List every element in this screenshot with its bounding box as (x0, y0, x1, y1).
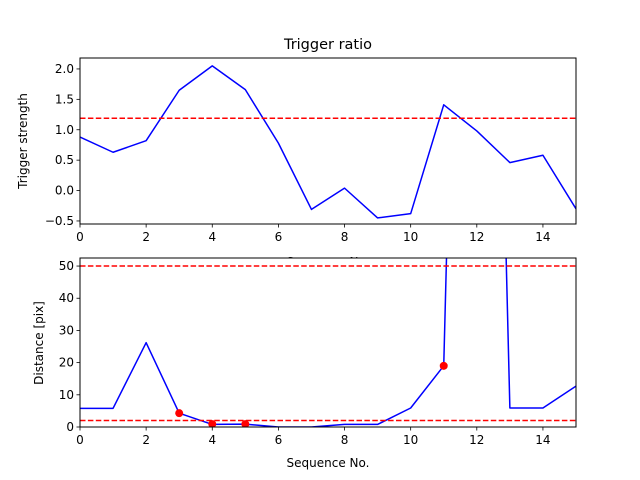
x-tick-label: 8 (341, 433, 349, 447)
y-tick-label: 10 (59, 388, 74, 402)
trigger-ratio-chart: Trigger ratio 0 2 4 6 8 10 12 14 −0.5 0.0 0.5 1.0 1.… (16, 37, 577, 269)
data-point-marker (175, 409, 184, 418)
x-tick-label: 14 (535, 230, 550, 244)
x-tick-label: 10 (403, 230, 418, 244)
x-tick-label: 8 (341, 230, 349, 244)
data-point-marker (439, 361, 448, 370)
x-tick-label: 6 (275, 433, 283, 447)
x-tick-label: 10 (403, 433, 418, 447)
x-tick-label: 6 (275, 230, 283, 244)
x-tick-label: 0 (76, 433, 84, 447)
x-tick-label: 2 (142, 230, 150, 244)
x-tick-label: 4 (208, 230, 216, 244)
chart-title: Trigger ratio (283, 37, 372, 53)
y-tick-label: −0.5 (45, 214, 74, 228)
x-tick-label: 0 (76, 230, 84, 244)
y-tick-label: 1.0 (55, 123, 74, 137)
y-tick-label: 1.5 (55, 92, 74, 106)
y-tick-label: 0.0 (55, 184, 74, 198)
series-line-0 (80, 258, 576, 427)
x-tick-label: 12 (469, 433, 484, 447)
x-tick-label: 4 (208, 433, 216, 447)
x-axis-label: Sequence No. (287, 456, 370, 470)
y-axis-label: Trigger strength (16, 93, 30, 190)
x-tick-label: 2 (142, 433, 150, 447)
y-tick-label: 50 (59, 259, 74, 273)
y-axis-label: Distance [pix] (32, 301, 46, 385)
y-tick-label: 40 (59, 291, 74, 305)
data-point-marker (241, 420, 250, 427)
x-tick-label: 12 (469, 230, 484, 244)
y-tick-label: 2.0 (55, 62, 74, 76)
series-line-0 (80, 65, 576, 219)
y-tick-label: 0.5 (55, 153, 74, 167)
y-tick-label: 30 (59, 323, 74, 337)
distance-chart: 0 2 4 6 8 10 12 14 0 10 20 30 40 50 Sequence No. Dist… (32, 257, 577, 470)
data-point-marker (208, 420, 217, 427)
y-tick-label: 20 (59, 356, 74, 370)
x-tick-label: 14 (535, 433, 550, 447)
plot-background (80, 258, 576, 427)
plot-frame (79, 57, 577, 225)
plot-frame (79, 257, 577, 428)
y-tick-label: 0 (66, 420, 74, 434)
